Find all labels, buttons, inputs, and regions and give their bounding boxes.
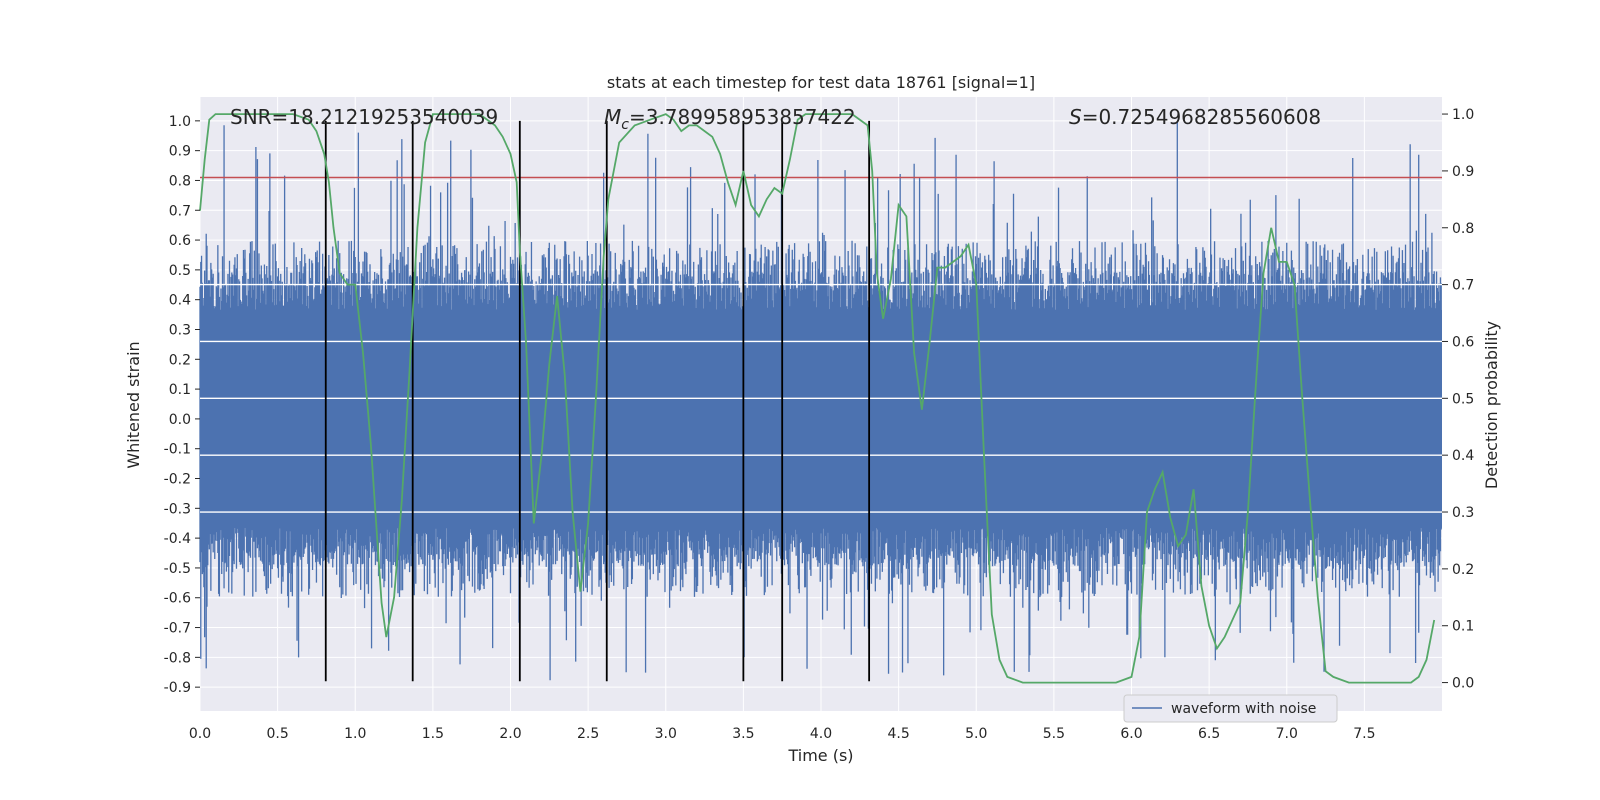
chart-title: stats at each timestep for test data 187…: [607, 73, 1035, 92]
y-right-tick-label: 0.4: [1452, 448, 1474, 464]
y-right-tick-label: 0.0: [1452, 676, 1474, 692]
x-tick-label: 5.0: [965, 726, 987, 742]
x-tick-label: 1.0: [344, 726, 366, 742]
y-left-tick-label: -0.5: [164, 561, 191, 577]
y-left-tick-label: 0.7: [169, 203, 191, 219]
x-tick-label: 6.0: [1120, 726, 1142, 742]
legend-box: [1123, 694, 1338, 723]
x-tick-label: 2.0: [499, 726, 521, 742]
y-right-tick-label: 0.2: [1452, 562, 1474, 578]
y-left-tick-label: -0.1: [164, 442, 191, 458]
y-left-tick-label: 0.1: [169, 382, 191, 398]
y-left-axis-label: Whitened strain: [124, 341, 143, 468]
y-right-tick-label: 0.7: [1452, 278, 1474, 294]
x-tick-label: 4.0: [810, 726, 832, 742]
legend-label-waveform: waveform with noise: [1171, 701, 1316, 717]
y-right-tick-label: 0.3: [1452, 505, 1474, 521]
s-symbol: S: [1069, 105, 1082, 129]
x-tick-label: 7.5: [1353, 726, 1375, 742]
x-tick-label: 1.5: [422, 726, 444, 742]
y-left-tick-label: -0.3: [164, 501, 191, 517]
snr-annotation: SNR=18.21219253540039: [230, 105, 498, 129]
y-right-tick-label: 0.6: [1452, 334, 1474, 350]
y-right-tick-label: 0.5: [1452, 391, 1474, 407]
x-tick-label: 6.5: [1198, 726, 1220, 742]
y-left-tick-label: 0.0: [169, 412, 191, 428]
x-tick-label: 3.0: [655, 726, 677, 742]
chirp-mass-annotation: Mc=3.789958953857422: [604, 105, 856, 133]
x-tick-label: 0.5: [266, 726, 288, 742]
waveform-core: [200, 309, 1442, 528]
legend: waveform with noise: [1123, 694, 1338, 723]
y-left-tick-label: 0.2: [169, 352, 191, 368]
y-right-axis-ticks: 1.0 0.9 0.8 0.7 0.6 0.5 0.4 0.3 0.2 0.1 0.0: [1442, 107, 1474, 692]
y-left-tick-label: -0.7: [164, 621, 191, 637]
x-tick-label: 0.0: [189, 726, 211, 742]
y-left-tick-label: -0.9: [164, 680, 191, 696]
y-left-tick-label: 1.0: [169, 114, 191, 130]
y-left-tick-label: -0.4: [164, 531, 191, 547]
x-tick-label: 7.0: [1276, 726, 1298, 742]
y-left-tick-label: 0.9: [169, 144, 191, 160]
y-right-tick-label: 0.8: [1452, 221, 1474, 237]
y-left-tick-label: 0.3: [169, 322, 191, 338]
x-tick-label: 3.5: [732, 726, 754, 742]
y-left-tick-label: -0.8: [164, 650, 191, 666]
chirp-mass-value: =3.789958953857422: [629, 105, 856, 129]
y-left-tick-label: -0.2: [164, 472, 191, 488]
x-tick-label: 2.5: [577, 726, 599, 742]
y-left-tick-label: 0.6: [169, 233, 191, 249]
x-axis-ticks: 0.0 0.5 1.0 1.5 2.0 2.5 3.0 3.5 4.0 4.5 5.0 5.5 6.0 6…: [189, 726, 1376, 742]
y-right-tick-label: 0.9: [1452, 164, 1474, 180]
detection-probability-line: [199, 113, 1436, 684]
y-left-axis-ticks: 1.0 0.9 0.8 0.7 0.6 0.5 0.4 0.3 0.2 0.1 0.0 -0.1 -0.…: [164, 114, 200, 696]
y-right-tick-label: 0.1: [1452, 619, 1474, 635]
y-left-tick-label: -0.6: [164, 591, 191, 607]
x-tick-label: 5.5: [1043, 726, 1065, 742]
waveform-series: [199, 122, 1442, 681]
y-left-tick-label: 0.8: [169, 173, 191, 189]
y-right-axis-label: Detection probability: [1482, 321, 1501, 489]
x-tick-label: 4.5: [887, 726, 909, 742]
s-value: =0.7254968285560608: [1082, 105, 1321, 129]
chirp-mass-subscript: c: [621, 117, 629, 133]
s-annotation: S=0.7254968285560608: [1069, 105, 1321, 129]
chirp-mass-symbol: M: [604, 105, 621, 129]
y-left-tick-label: 0.5: [169, 263, 191, 279]
x-axis-label: Time (s): [787, 746, 853, 765]
y-left-tick-label: 0.4: [169, 293, 191, 309]
y-right-tick-label: 1.0: [1452, 107, 1474, 123]
